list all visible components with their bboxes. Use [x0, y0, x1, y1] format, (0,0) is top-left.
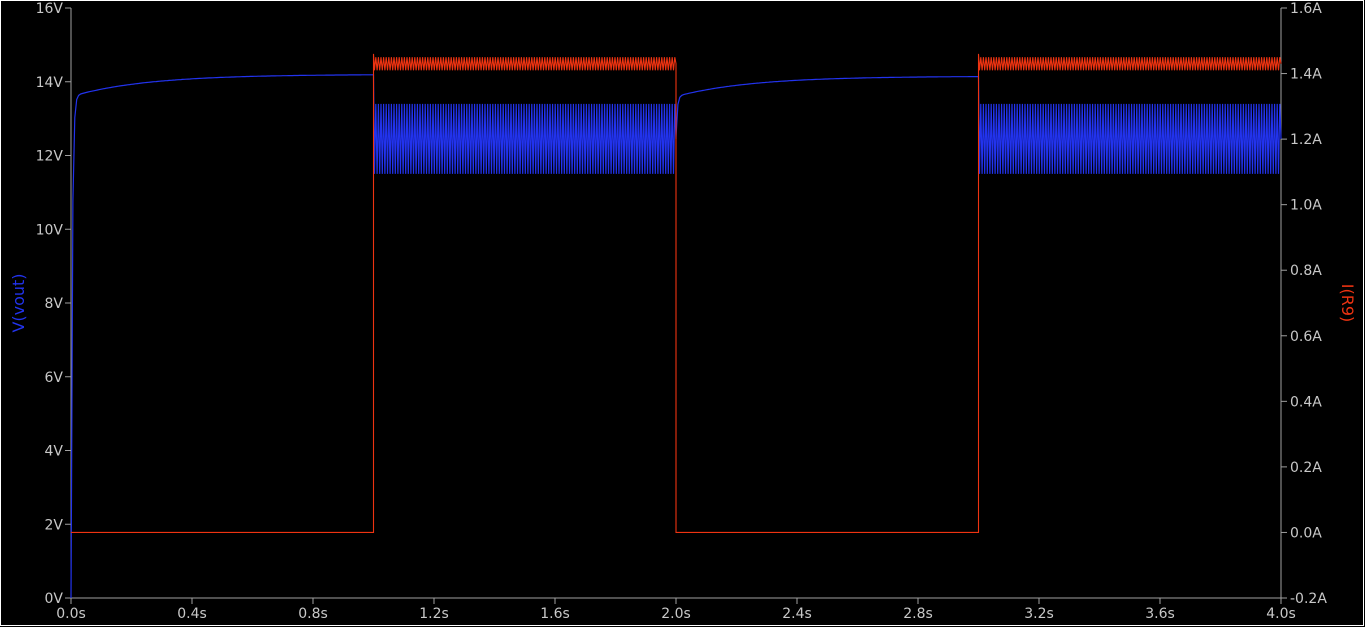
y-right-tick-label: 1.4A [1290, 67, 1322, 83]
y-right-tick-label: 0.2A [1290, 460, 1322, 476]
y-right-tick-label: 0.6A [1290, 329, 1322, 345]
y-left-tick-label: 14V [36, 75, 64, 91]
x-tick-label: 4.0s [1266, 606, 1296, 622]
x-tick-label: 2.0s [661, 606, 691, 622]
x-tick-label: 1.6s [540, 606, 570, 622]
y-right-tick-label: 0.4A [1290, 394, 1322, 410]
y-left-tick-label: 2V [45, 517, 64, 533]
plot-area [70, 53, 1282, 599]
y-axis-right-label: I(R9) [1338, 284, 1357, 323]
y-left-tick-label: 8V [45, 296, 64, 312]
y-left-tick-label: 12V [36, 149, 64, 165]
y-left-tick-label: 16V [36, 1, 64, 17]
y-right-tick-label: 0.0A [1290, 525, 1322, 541]
x-tick-label: 2.8s [903, 606, 933, 622]
series-line-i-r9 [71, 53, 1282, 533]
y-right-tick-label: 1.0A [1290, 198, 1322, 214]
x-tick-label: 3.6s [1145, 606, 1175, 622]
y-axis-left-label: V(vout) [9, 273, 28, 332]
x-tick-label: 2.4s [782, 606, 812, 622]
axes-group: 0.0s 0.4s 0.8s 1.2s 1.6s 2.0s 2.4s 2.8s 3.2s 3.6s… [36, 1, 1328, 622]
y-right-tick-label: 1.6A [1290, 1, 1322, 17]
x-tick-label: 0.0s [56, 606, 86, 622]
x-tick-label: 1.2s [419, 606, 449, 622]
y-right-tick-label: 1.2A [1290, 132, 1322, 148]
x-tick-label: 3.2s [1024, 606, 1054, 622]
y-left-tick-label: 4V [45, 444, 64, 460]
y-right-tick-label: -0.2A [1290, 591, 1327, 607]
y-left-tick-label: 6V [45, 370, 64, 386]
y-right-tick-label: 0.8A [1290, 263, 1322, 279]
y-left-tick-label: 0V [45, 591, 64, 607]
x-tick-label: 0.4s [177, 606, 207, 622]
y-left-tick-label: 10V [36, 222, 64, 238]
x-tick-label: 0.8s [298, 606, 328, 622]
